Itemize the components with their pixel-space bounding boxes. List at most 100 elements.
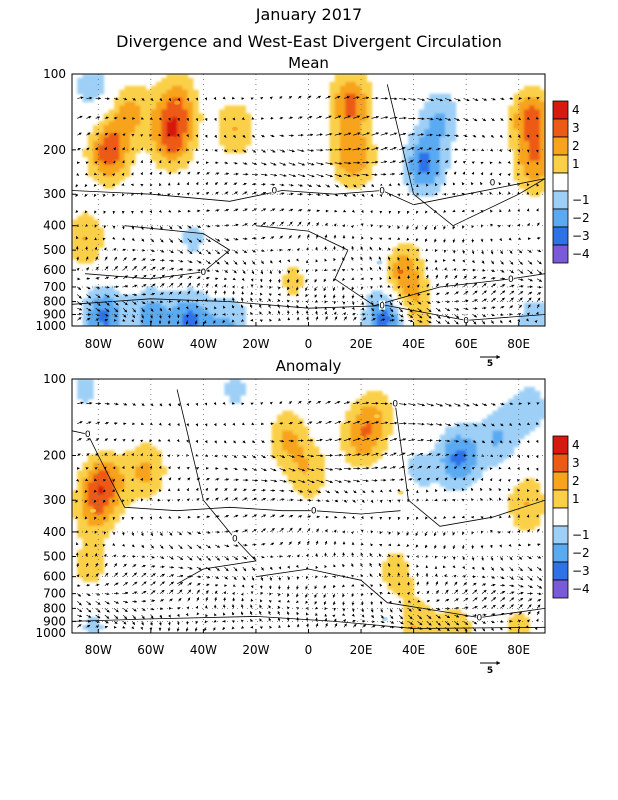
colorbar-label: 4 <box>572 438 580 452</box>
colorbar-swatch <box>552 118 569 138</box>
contour-label-bg <box>379 300 386 310</box>
colorbar-label: 1 <box>572 157 580 171</box>
divergence-center <box>531 163 538 168</box>
colorbar-swatch <box>552 561 569 581</box>
y-tick-label: 700 <box>43 280 66 294</box>
divergence-center <box>305 471 312 476</box>
x-tick-label: 60E <box>455 643 478 657</box>
contour-label: 0 <box>85 430 91 440</box>
colorbar-swatch <box>552 579 569 599</box>
divergence-center <box>100 314 107 319</box>
x-tick-label: 40E <box>402 643 425 657</box>
divergence-center <box>105 150 112 155</box>
colorbar-label: 2 <box>572 139 580 153</box>
panel-title: Anomaly <box>276 357 342 375</box>
colorbar-label: −1 <box>572 193 590 207</box>
contour-line <box>255 225 545 307</box>
colorbar-label: 1 <box>572 492 580 506</box>
divergence-center <box>90 508 97 513</box>
colorbar-label: 4 <box>572 103 580 117</box>
colorbar-swatch <box>552 525 569 545</box>
y-tick-label: 800 <box>43 601 66 615</box>
divergence-center <box>87 567 94 572</box>
colorbar-label: −4 <box>572 582 590 596</box>
divergence-center <box>528 116 535 121</box>
colorbar-swatch <box>552 435 569 455</box>
contour-label-bg <box>200 266 207 276</box>
x-tick-label: 80W <box>85 643 112 657</box>
panel-mean: Mean000000010020030040050060070080090010… <box>35 54 589 369</box>
divergence-center <box>397 490 404 495</box>
x-tick-label: 20W <box>242 643 269 657</box>
x-tick-label: 0 <box>305 643 313 657</box>
gridlines <box>72 378 545 634</box>
colorbar-label: −2 <box>572 211 590 225</box>
contour-label-bg <box>84 429 91 439</box>
divergence-center <box>494 435 501 440</box>
y-tick-label: 300 <box>43 187 66 201</box>
contour-label: 0 <box>379 187 385 197</box>
y-tick-label: 500 <box>43 243 66 257</box>
y-tick-label: 100 <box>43 67 66 81</box>
contour-line <box>72 178 545 206</box>
contour-label-bg <box>310 505 317 515</box>
divergence-center <box>421 163 428 168</box>
colorbar: 4 3 2 1 −1 −2 −3 −4 <box>552 100 590 264</box>
contour-label-bg <box>231 533 238 543</box>
y-tick-label: 400 <box>43 219 66 233</box>
contour-label: 0 <box>379 302 385 312</box>
x-tick-label: 80E <box>507 337 530 351</box>
colorbar-label: 3 <box>572 121 580 135</box>
contour-line <box>176 389 257 585</box>
panel-title: Mean <box>288 54 329 72</box>
contour-label: 0 <box>311 507 317 517</box>
divergence-center <box>289 278 296 283</box>
figure-subtitle: Divergence and West-East Divergent Circu… <box>116 32 502 51</box>
y-tick-label: 700 <box>43 587 66 601</box>
x-tick-label: 20W <box>242 337 269 351</box>
divergence-center <box>82 387 89 392</box>
divergence-center <box>187 321 194 326</box>
y-tick-label: 200 <box>43 448 66 462</box>
reference-vector-label: 5 <box>487 359 493 369</box>
y-tick-label: 100 <box>43 372 66 386</box>
divergence-center <box>142 468 149 473</box>
contour-label-bg <box>379 185 386 195</box>
contour-label: 0 <box>508 275 514 285</box>
contour-label: 0 <box>463 316 469 326</box>
divergence-center <box>384 316 391 321</box>
divergence-center <box>126 108 133 113</box>
divergence-center <box>100 482 107 487</box>
contour-label-bg <box>392 398 399 408</box>
divergence-center <box>350 155 357 160</box>
x-tick-label: 20E <box>350 337 373 351</box>
contour-label: 0 <box>271 187 277 197</box>
colorbar-swatch <box>552 226 569 246</box>
colorbar-swatch <box>552 136 569 156</box>
divergence-center <box>174 100 181 105</box>
y-tick-label: 500 <box>43 550 66 564</box>
y-tick-label: 200 <box>43 143 66 157</box>
gridlines <box>72 73 545 327</box>
contour-line <box>72 615 545 629</box>
divergence-center <box>526 405 533 410</box>
x-tick-label: 80W <box>85 337 112 351</box>
divergence-center <box>168 136 175 141</box>
y-tick-label: 400 <box>43 525 66 539</box>
divergence-center <box>347 100 354 105</box>
contour-label-bg <box>489 177 496 187</box>
x-tick-label: 60W <box>137 337 164 351</box>
colorbar-swatch <box>552 507 569 527</box>
contour-label: 0 <box>476 614 482 624</box>
colorbar-swatch <box>552 172 569 192</box>
y-tick-label: 900 <box>43 307 66 321</box>
contour-label-bg <box>476 612 483 622</box>
contour-label: 0 <box>232 535 238 545</box>
divergence-center <box>376 260 383 265</box>
divergence-center <box>90 82 97 87</box>
divergence-center <box>531 319 538 324</box>
divergence-center <box>226 322 233 326</box>
y-tick-label: 600 <box>43 570 66 584</box>
colorbar-swatch <box>552 190 569 210</box>
y-tick-label: 300 <box>43 493 66 507</box>
